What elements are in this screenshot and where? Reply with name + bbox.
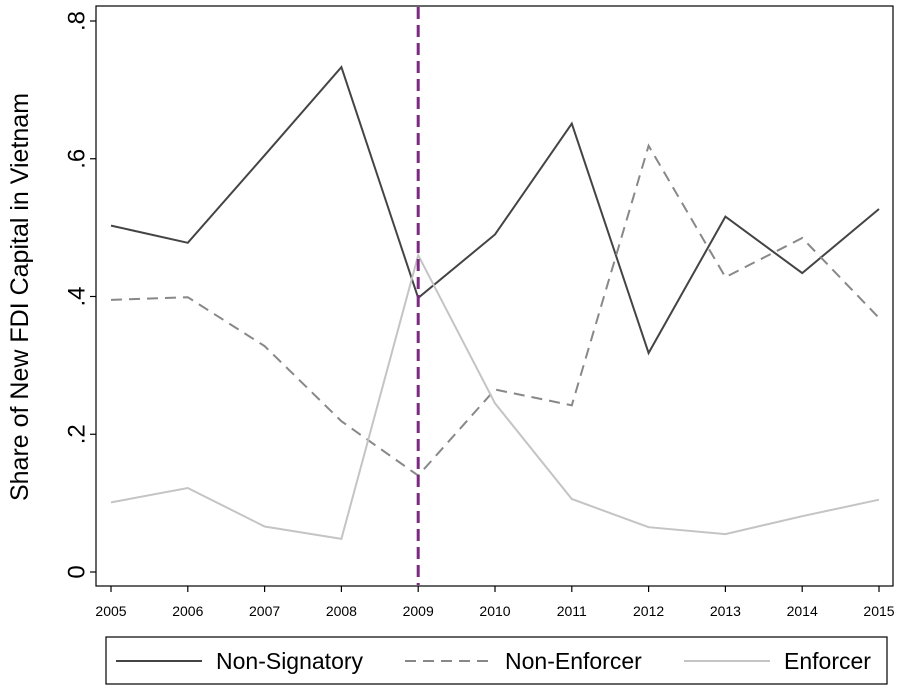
x-tick-label: 2011 (557, 603, 587, 619)
x-tick-label: 2006 (172, 603, 203, 619)
series-line-enforcer (110, 252, 880, 541)
x-tick-label: 2005 (95, 603, 126, 619)
legend-label: Non-Enforcer (505, 648, 642, 674)
legend-label: Enforcer (784, 648, 871, 674)
legend: Non-Signatory Non-Enforcer Enforcer (116, 648, 871, 674)
x-tick-label: 2012 (633, 603, 664, 619)
y-tick-label: .4 (63, 286, 90, 306)
series-line-non-enforcer (110, 143, 880, 477)
series-line-non-signatory (110, 65, 880, 356)
y-tick-label: 0 (63, 565, 90, 578)
y-tick-label: .6 (63, 149, 90, 169)
series-lines (110, 65, 880, 541)
legend-box (105, 636, 888, 685)
y-tick-label: .2 (63, 424, 90, 444)
axes: 0 .2 .4 .6 .8 2005 2006 2007 2008 2009 2010 2011 201… (63, 11, 894, 619)
x-tick-label: 2007 (249, 603, 280, 619)
x-tick-label: 2010 (479, 603, 510, 619)
x-tick-label: 2009 (403, 603, 434, 619)
x-tick-label: 2008 (326, 603, 357, 619)
y-tick-label: .8 (63, 11, 90, 31)
x-tick-label: 2014 (787, 603, 818, 619)
x-tick-label: 2015 (863, 603, 894, 619)
y-axis-label: Share of New FDI Capital in Vietnam (6, 93, 34, 501)
x-tick-label: 2013 (710, 603, 741, 619)
legend-label: Non-Signatory (216, 648, 364, 674)
